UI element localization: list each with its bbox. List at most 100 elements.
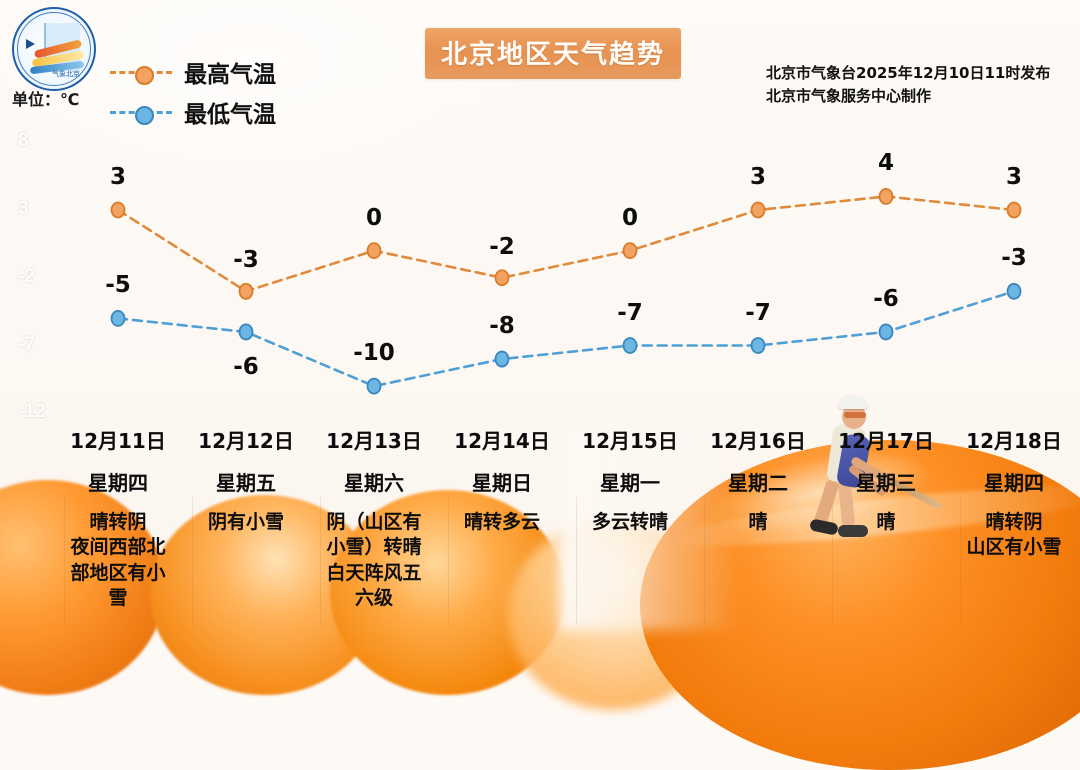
y-axis-tick: -7	[18, 333, 35, 355]
data-point-label: 3	[109, 164, 127, 190]
legend-marker-high	[135, 65, 154, 85]
data-point[interactable]	[878, 188, 894, 205]
data-point-label: -8	[489, 313, 515, 340]
day-column: 12月13日 星期六阴（山区有 小雪）转晴 白天阵风五 六级	[310, 425, 438, 611]
page-title: 北京地区天气趋势	[425, 28, 682, 79]
y-axis-tick: 8	[18, 130, 29, 152]
temperature-trend-chart	[110, 188, 1022, 395]
background-fade	[560, 430, 740, 630]
person-on-orange-figure-icon	[800, 395, 943, 545]
legend-label-low: 最低气温	[184, 102, 276, 128]
day-weekday: 星期四	[984, 471, 1044, 495]
figure-sunglasses-icon	[844, 412, 866, 418]
data-point[interactable]	[366, 377, 382, 395]
day-column: 12月17日 星期三晴	[822, 425, 950, 535]
day-column: 12月15日 星期一多云转晴	[566, 425, 694, 535]
column-separator	[192, 497, 193, 625]
column-separator	[576, 497, 577, 625]
column-separator	[832, 497, 833, 625]
day-column: 12月12日 星期五阴有小雪	[182, 425, 310, 535]
column-separator	[448, 497, 449, 625]
y-axis-tick: -2	[18, 265, 35, 287]
data-point[interactable]	[110, 201, 126, 219]
day-date: 12月14日	[454, 429, 550, 453]
y-axis-tick: -12	[18, 401, 46, 423]
day-weekday: 星期四	[88, 471, 148, 495]
column-separator	[320, 497, 321, 625]
data-point-label: -6	[873, 285, 899, 312]
day-date: 12月17日	[838, 429, 934, 453]
day-column: 12月14日 星期日晴转多云	[438, 425, 566, 535]
figure-shoe-right	[838, 525, 868, 537]
series-line-high	[116, 195, 1016, 293]
day-weather-description: 晴转阴 夜间西部北 部地区有小雪	[70, 511, 166, 609]
day-weekday: 星期五	[216, 471, 276, 495]
column-separator	[64, 497, 65, 625]
figure-hat	[838, 395, 868, 409]
column-separator	[960, 497, 961, 625]
y-axis-tick: 3	[18, 198, 29, 219]
day-date: 12月16日	[710, 429, 806, 453]
day-weather-description: 阴有小雪	[207, 511, 284, 533]
meteorological-service-logo-icon: 气象北京	[12, 7, 96, 91]
legend-marker-low	[135, 105, 154, 125]
day-column: 12月16日 星期二晴	[694, 425, 822, 535]
series-line-low	[116, 289, 1016, 388]
day-weekday: 星期一	[600, 471, 660, 495]
data-point-label: -3	[1001, 245, 1027, 272]
data-point-label: 4	[877, 150, 895, 177]
legend-line-low	[110, 105, 172, 125]
data-point-label: 0	[621, 204, 639, 231]
issuer-line-1: 北京市气象台2025年12月10日11时发布	[766, 64, 1051, 82]
day-weekday: 星期日	[472, 471, 532, 495]
day-weather-description: 多云转晴	[591, 511, 668, 533]
logo-bird-icon	[26, 39, 35, 49]
data-point-label: 3	[1005, 164, 1023, 190]
data-point-label: -10	[353, 340, 395, 367]
unit-label: 单位：℃	[12, 92, 80, 109]
data-point[interactable]	[622, 242, 638, 260]
data-point[interactable]	[622, 337, 638, 354]
legend-line-high	[110, 65, 172, 85]
day-weekday: 星期三	[856, 471, 916, 495]
day-weather-description: 阴（山区有 小雪）转晴 白天阵风五 六级	[326, 511, 422, 609]
legend-item-low: 最低气温	[110, 95, 276, 129]
data-point-label: -6	[233, 353, 259, 380]
data-point-label: 0	[365, 204, 383, 231]
data-point[interactable]	[238, 323, 254, 341]
data-point-label: -7	[745, 299, 771, 326]
issuer-info: 北京市气象台2025年12月10日11时发布 北京市气象服务中心制作	[766, 62, 1050, 109]
legend-label-high: 最高气温	[184, 62, 276, 88]
day-column: 12月18日 星期四晴转阴 山区有小雪	[950, 425, 1078, 561]
logo-ring	[17, 12, 91, 86]
day-weather-description: 晴	[748, 511, 768, 533]
data-point[interactable]	[878, 323, 894, 341]
day-date: 12月18日	[966, 429, 1062, 453]
day-weekday: 星期六	[344, 471, 404, 495]
day-weather-description: 晴转阴 山区有小雪	[966, 511, 1062, 559]
day-weather-description: 晴转多云	[463, 511, 540, 533]
day-weekday: 星期二	[728, 471, 788, 495]
data-point[interactable]	[494, 269, 510, 287]
day-date: 12月12日	[198, 429, 294, 453]
data-point[interactable]	[494, 350, 510, 368]
data-point[interactable]	[750, 337, 766, 354]
issuer-line-2: 北京市气象服务中心制作	[766, 87, 932, 106]
data-point[interactable]	[750, 201, 766, 219]
day-column: 12月11日 星期四晴转阴 夜间西部北 部地区有小雪	[54, 425, 182, 611]
day-date: 12月11日	[70, 429, 166, 453]
data-point-label: -3	[233, 247, 259, 274]
logo-cn-text: 气象北京	[52, 70, 80, 78]
legend-item-high: 最高气温	[110, 55, 276, 89]
data-point[interactable]	[366, 242, 382, 260]
data-point-label: 3	[749, 164, 767, 190]
column-separator	[704, 497, 705, 625]
page-title-text: 北京地区天气趋势	[441, 40, 666, 70]
data-point[interactable]	[1006, 282, 1022, 300]
data-point[interactable]	[238, 282, 254, 300]
data-point-label: -2	[489, 233, 515, 260]
day-date: 12月13日	[326, 429, 422, 453]
data-point[interactable]	[1006, 201, 1022, 219]
day-date: 12月15日	[582, 429, 678, 453]
data-point[interactable]	[110, 309, 126, 327]
